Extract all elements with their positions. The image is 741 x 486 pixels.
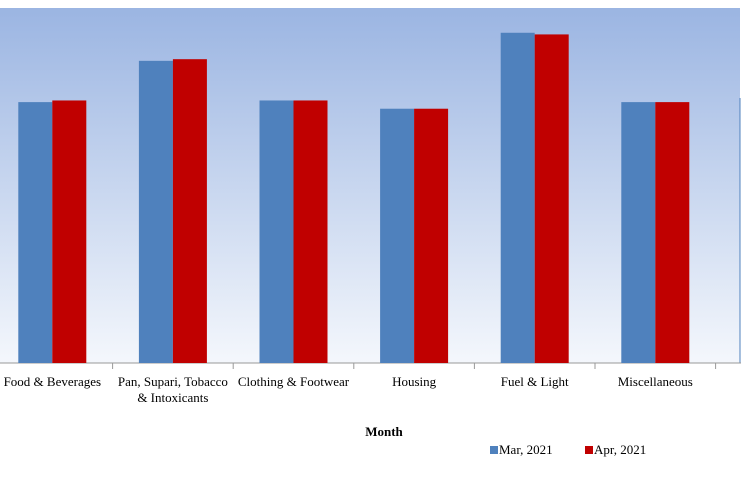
x-tick-label: Fuel & Light (500, 374, 569, 389)
x-axis-title: Month (365, 424, 403, 439)
x-tick-label: Pan, Supari, Tobacco & Intoxicants (117, 374, 228, 405)
x-tick-label: Miscellaneous (617, 374, 693, 389)
legend-label: Mar, 2021 (499, 442, 553, 457)
x-tick-label: Clothing & Footwear (237, 374, 350, 389)
bar (621, 102, 656, 364)
bar (655, 102, 690, 364)
bar (500, 32, 535, 363)
bar (380, 108, 415, 363)
bar (414, 108, 449, 363)
x-tick-label: Food & Beverages (3, 374, 102, 389)
bar (259, 100, 294, 363)
legend-swatch (490, 446, 498, 454)
legend-label: Apr, 2021 (594, 442, 647, 457)
plot-area (0, 8, 740, 363)
bar (18, 102, 53, 364)
bar (172, 59, 207, 364)
bar (52, 100, 87, 363)
legend-swatch (585, 446, 593, 454)
bar (138, 60, 173, 363)
bar (534, 34, 569, 363)
bar (293, 100, 328, 363)
x-tick-label: Housing (392, 374, 437, 389)
